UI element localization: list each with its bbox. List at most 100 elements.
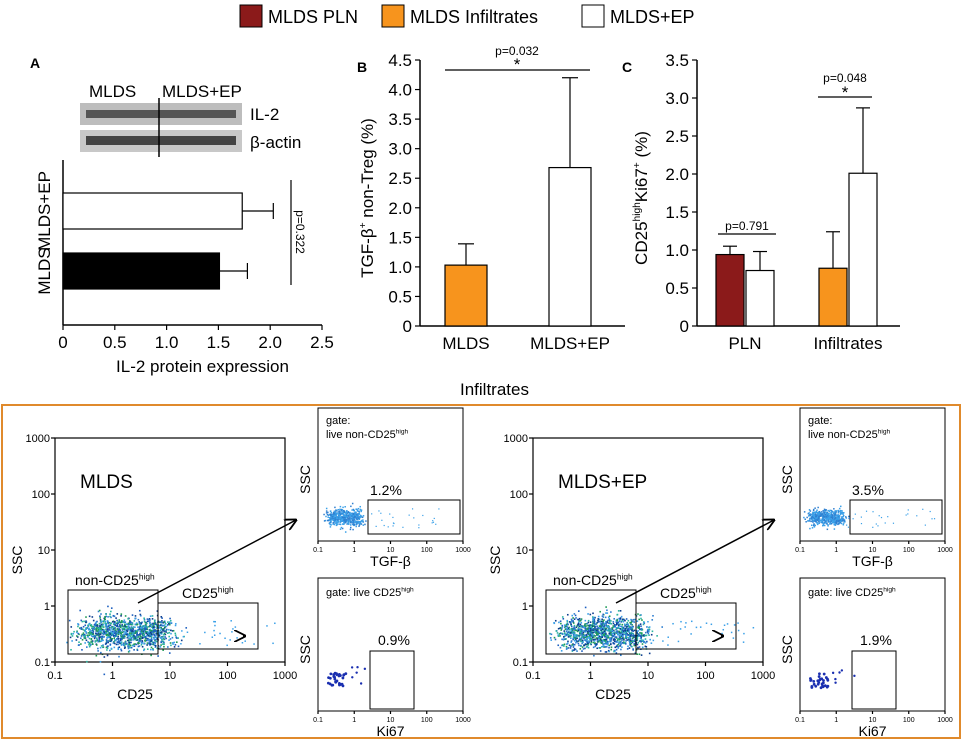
- flow-dot: [583, 639, 586, 641]
- flow-dot: [94, 641, 97, 643]
- text-span: live non-CD25: [326, 429, 396, 441]
- flow-dot: [331, 519, 333, 521]
- flow-dot: [112, 615, 115, 617]
- flow-dot: [567, 633, 570, 636]
- flow-small-x-tick-label: 1000: [937, 717, 953, 724]
- flow-dot: [621, 619, 623, 622]
- flow-dot: [162, 635, 164, 638]
- flow-dot: [124, 635, 126, 638]
- flow-dot: [809, 517, 812, 520]
- flow-dot: [667, 636, 669, 638]
- flow-main-plot: 0.10.111101010010010001000CD25SSCMLDSnon…: [9, 433, 297, 702]
- flow-dot: [684, 626, 686, 628]
- flow-dot: [564, 638, 567, 640]
- flow-dot: [812, 682, 816, 686]
- flow-dot: [340, 517, 342, 519]
- flow-dot: [106, 634, 109, 637]
- flow-dot: [622, 630, 625, 632]
- flow-dot: [812, 679, 816, 683]
- flow-small-y-label: SSC: [297, 465, 313, 494]
- flow-dot: [105, 633, 108, 636]
- flow-dot: [639, 631, 641, 634]
- flow-dot: [562, 638, 565, 640]
- flow-dot: [90, 633, 93, 635]
- flow-dot: [357, 515, 360, 518]
- flow-dot: [106, 637, 108, 639]
- flow-dot: [733, 624, 736, 626]
- flow-dot: [578, 634, 580, 637]
- superscript: high: [632, 202, 643, 221]
- flow-dot: [609, 643, 612, 645]
- flow-dot: [359, 522, 361, 525]
- flow-dot: [587, 621, 590, 624]
- flow-dot: [137, 642, 139, 644]
- flow-dot: [101, 625, 104, 627]
- flow-dot: [574, 648, 577, 651]
- flow-dot: [622, 635, 624, 637]
- flow-dot: [624, 619, 626, 622]
- flow-dot: [601, 624, 604, 626]
- flow-dot: [97, 634, 100, 637]
- flow-dot: [588, 634, 591, 637]
- flow-dot: [337, 508, 340, 511]
- flow-dot: [81, 638, 84, 641]
- flow-dot: [103, 673, 106, 676]
- flow-dot: [569, 647, 572, 649]
- flow-dot: [95, 623, 97, 625]
- flow-dot: [839, 505, 842, 508]
- flow-dot: [570, 630, 573, 633]
- flow-dot: [599, 641, 602, 644]
- flow-dot: [95, 624, 97, 627]
- flow-dot: [332, 519, 335, 521]
- flow-dot: [636, 638, 639, 640]
- flow-dot: [606, 619, 609, 622]
- flow-dot: [667, 644, 669, 646]
- flow-dot: [136, 633, 138, 636]
- flow-dot: [574, 629, 576, 631]
- flow-dot: [128, 628, 131, 630]
- flow-dot: [824, 519, 827, 522]
- flow-dot: [338, 510, 341, 512]
- flow-dot: [840, 518, 842, 521]
- flow-dot: [832, 517, 835, 519]
- flow-dot: [358, 513, 360, 516]
- flow-dot: [157, 631, 160, 633]
- flow-dot: [143, 648, 146, 651]
- flow-dot: [620, 648, 622, 651]
- flow-dot: [116, 628, 119, 630]
- flow-dot: [88, 632, 91, 634]
- flow-dot: [186, 631, 189, 633]
- flow-dot: [843, 518, 845, 521]
- flow-dot: [605, 612, 607, 614]
- flow-dot: [338, 517, 340, 520]
- flow-dot: [88, 645, 91, 648]
- flow-gate-desc: gate: live CD25high: [808, 587, 896, 599]
- flow-dot: [600, 639, 603, 642]
- flow-dot: [110, 647, 113, 650]
- flow-dot: [164, 622, 167, 625]
- flow-dot: [818, 512, 820, 515]
- flow-dot: [608, 638, 611, 640]
- flow-dot: [180, 639, 183, 642]
- flow-dot: [816, 516, 819, 518]
- flow-dot: [612, 629, 615, 632]
- flow-dot: [334, 680, 338, 684]
- flow-dot: [571, 619, 573, 622]
- flow-dot: [340, 526, 343, 529]
- flow-dot: [127, 641, 130, 644]
- flow-dot: [838, 671, 841, 674]
- flow-dot: [359, 520, 362, 523]
- flow-dot: [132, 627, 134, 630]
- flow-dot: [236, 637, 238, 639]
- flow-dot: [93, 627, 96, 630]
- flow-dot: [137, 636, 140, 638]
- panel-b-y-tick-label: 2.0: [388, 199, 412, 218]
- flow-dot: [813, 516, 816, 519]
- flow-dot: [114, 632, 117, 635]
- flow-dot: [328, 682, 332, 686]
- flow-dot: [84, 635, 86, 637]
- flow-dot: [608, 620, 611, 623]
- flow-dot: [832, 512, 835, 515]
- flow-dot: [141, 640, 144, 642]
- flow-dot: [561, 632, 563, 635]
